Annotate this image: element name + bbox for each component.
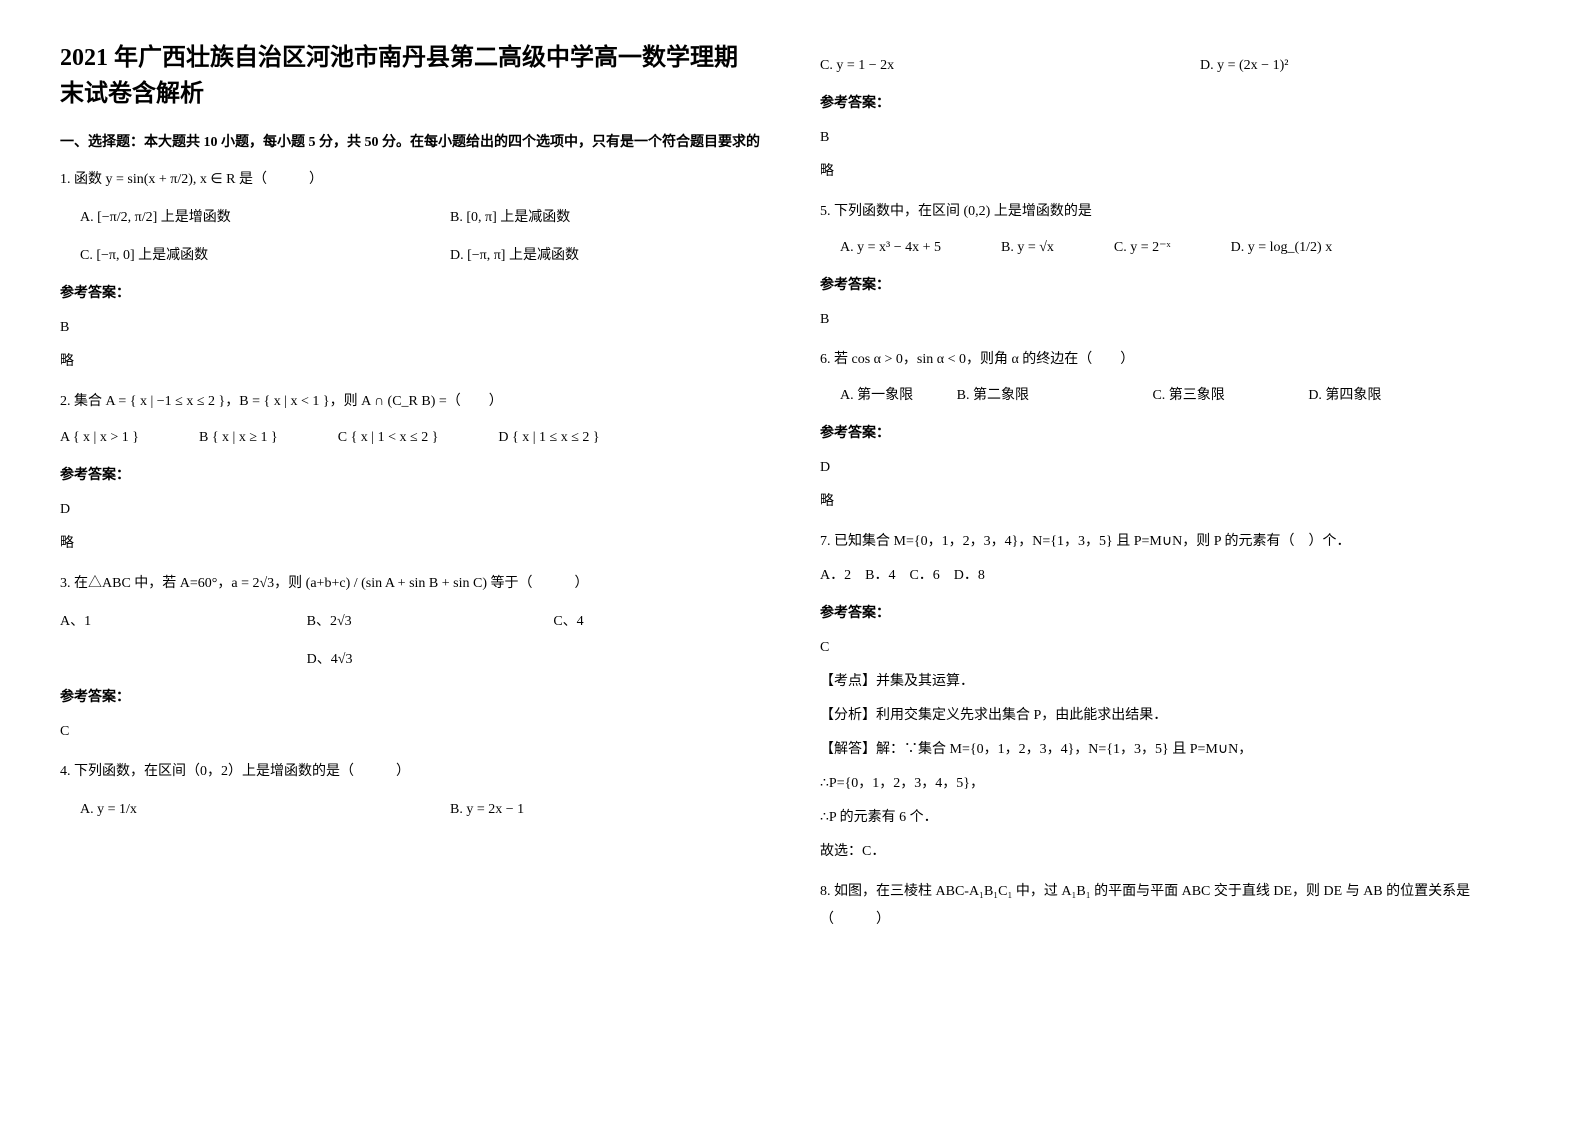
q5-answer: B xyxy=(820,306,1520,334)
q3-option-a: A、1 xyxy=(60,608,267,636)
q4-option-a: A. y = 1/x xyxy=(80,796,390,824)
q7-solve3: ∴P 的元素有 6 个． xyxy=(820,804,1520,832)
question-6: 6. 若 cos α > 0，sin α < 0，则角 α 的终边在（ ） A.… xyxy=(820,346,1520,516)
q6-answer-label: 参考答案： xyxy=(820,420,1520,448)
q2-option-c: C { x | 1 < x ≤ 2 } xyxy=(338,424,439,452)
section-heading: 一、选择题：本大题共 10 小题，每小题 5 分，共 50 分。在每小题给出的四… xyxy=(60,132,760,154)
q4-option-b: B. y = 2x − 1 xyxy=(450,796,760,824)
q5-option-c: C. y = 2⁻ˣ xyxy=(1114,234,1171,262)
q3-answer: C xyxy=(60,718,760,746)
left-column: 2021 年广西壮族自治区河池市南丹县第二高级中学高一数学理期末试卷含解析 一、… xyxy=(60,40,760,946)
q1-answer: B xyxy=(60,314,760,342)
q1-brief: 略 xyxy=(60,348,760,376)
q5-answer-label: 参考答案： xyxy=(820,272,1520,300)
question-1: 1. 函数 y = sin(x + π/2), x ∈ R 是（ ） A. [−… xyxy=(60,166,760,376)
q2-answer: D xyxy=(60,496,760,524)
q1-option-b: B. [0, π] 上是减函数 xyxy=(450,204,760,232)
q2-option-a: A { x | x > 1 } xyxy=(60,424,139,452)
q7-solve2: ∴P={0，1，2，3，4，5}， xyxy=(820,770,1520,798)
q1-stem: 1. 函数 y = sin(x + π/2), x ∈ R 是（ ） xyxy=(60,166,760,194)
q6-option-a: A. 第一象限 xyxy=(840,388,913,403)
question-4-cont: C. y = 1 − 2x D. y = (2x − 1)² 参考答案： B 略 xyxy=(820,52,1520,186)
q7-point: 【考点】并集及其运算． xyxy=(820,668,1520,696)
q4-answer: B xyxy=(820,124,1520,152)
q7-answer: C xyxy=(820,634,1520,662)
question-7: 7. 已知集合 M={0，1，2，3，4}，N={1，3，5} 且 P=M∪N，… xyxy=(820,528,1520,866)
q2-answer-label: 参考答案： xyxy=(60,462,760,490)
q6-stem: 6. 若 cos α > 0，sin α < 0，则角 α 的终边在（ ） xyxy=(820,346,1520,374)
q3-option-b: B、2√3 xyxy=(307,608,514,636)
q1-answer-label: 参考答案： xyxy=(60,280,760,308)
q6-brief: 略 xyxy=(820,488,1520,516)
q2-option-b: B { x | x ≥ 1 } xyxy=(199,424,278,452)
q2-stem: 2. 集合 A = { x | −1 ≤ x ≤ 2 }，B = { x | x… xyxy=(60,388,760,416)
q1-option-a: A. [−π/2, π/2] 上是增函数 xyxy=(80,204,390,232)
q3-option-d: D、4√3 xyxy=(307,646,514,674)
q1-option-c: C. [−π, 0] 上是减函数 xyxy=(80,242,390,270)
question-3: 3. 在△ABC 中，若 A=60°，a = 2√3，则 (a+b+c) / (… xyxy=(60,570,760,746)
question-5: 5. 下列函数中，在区间 (0,2) 上是增函数的是 A. y = x³ − 4… xyxy=(820,198,1520,334)
question-4: 4. 下列函数，在区间（0，2）上是增函数的是（ ） A. y = 1/x B.… xyxy=(60,758,760,824)
q4-brief: 略 xyxy=(820,158,1520,186)
q4-option-c: C. y = 1 − 2x xyxy=(820,52,1140,80)
q2-brief: 略 xyxy=(60,530,760,558)
q5-option-a: A. y = x³ − 4x + 5 xyxy=(840,234,941,262)
q4-answer-label: 参考答案： xyxy=(820,90,1520,118)
q6-option-b: B. 第二象限 xyxy=(957,388,1029,403)
q7-analysis: 【分析】利用交集定义先求出集合 P，由此能求出结果． xyxy=(820,702,1520,730)
right-column: C. y = 1 − 2x D. y = (2x − 1)² 参考答案： B 略… xyxy=(820,40,1520,946)
q5-option-d: D. y = log_(1/2) x xyxy=(1231,234,1333,262)
q5-stem: 5. 下列函数中，在区间 (0,2) 上是增函数的是 xyxy=(820,198,1520,226)
q7-answer-label: 参考答案： xyxy=(820,600,1520,628)
q3-answer-label: 参考答案： xyxy=(60,684,760,712)
q4-stem: 4. 下列函数，在区间（0，2）上是增函数的是（ ） xyxy=(60,758,760,786)
q7-solve4: 故选：C． xyxy=(820,838,1520,866)
q1-option-d: D. [−π, π] 上是减函数 xyxy=(450,242,760,270)
q2-option-d: D { x | 1 ≤ x ≤ 2 } xyxy=(498,424,599,452)
document-title: 2021 年广西壮族自治区河池市南丹县第二高级中学高一数学理期末试卷含解析 xyxy=(60,40,760,112)
q6-option-d: D. 第四象限 xyxy=(1308,388,1381,403)
question-8: 8. 如图，在三棱柱 ABC-A₁B₁C₁ 中，过 A₁B₁ 的平面与平面 AB… xyxy=(820,878,1520,934)
q7-options: A．2 B．4 C．6 D．8 xyxy=(820,562,1520,590)
q5-option-b: B. y = √x xyxy=(1001,234,1054,262)
q3-stem: 3. 在△ABC 中，若 A=60°，a = 2√3，则 (a+b+c) / (… xyxy=(60,570,760,598)
q8-stem: 8. 如图，在三棱柱 ABC-A₁B₁C₁ 中，过 A₁B₁ 的平面与平面 AB… xyxy=(820,878,1520,934)
q7-stem: 7. 已知集合 M={0，1，2，3，4}，N={1，3，5} 且 P=M∪N，… xyxy=(820,528,1520,556)
q6-answer: D xyxy=(820,454,1520,482)
question-2: 2. 集合 A = { x | −1 ≤ x ≤ 2 }，B = { x | x… xyxy=(60,388,760,558)
q4-option-d: D. y = (2x − 1)² xyxy=(1200,52,1520,80)
q6-option-c: C. 第三象限 xyxy=(1152,388,1224,403)
q7-solve: 【解答】解：∵集合 M={0，1，2，3，4}，N={1，3，5} 且 P=M∪… xyxy=(820,736,1520,764)
q3-option-c: C、4 xyxy=(553,608,760,636)
